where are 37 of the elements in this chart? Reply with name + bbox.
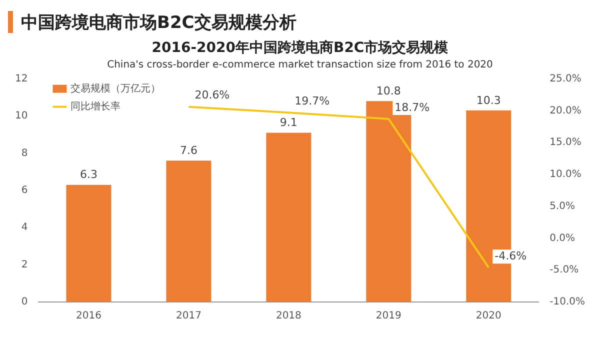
chart-subtitle: China's cross-border e-commerce market transaction size from 2016 to 2020 xyxy=(107,59,493,70)
y2-tick-label: -10.0% xyxy=(550,296,586,308)
data-label: 10.3 xyxy=(476,94,501,107)
bar xyxy=(266,132,312,302)
x-tick-label: 2016 xyxy=(76,310,102,322)
data-label: -4.6% xyxy=(494,249,527,262)
data-label: 20.6% xyxy=(194,88,230,102)
y2-tick-label: 0.0% xyxy=(550,232,576,244)
chart-title: 2016-2020年中国跨境电商B2C市场交易规模 xyxy=(152,39,450,56)
y2-tick-label: 20.0% xyxy=(550,105,582,116)
y-tick-label: 4 xyxy=(21,222,28,234)
bar xyxy=(66,184,112,302)
x-tick-label: 2017 xyxy=(176,310,202,322)
y2-tick-label: -5.0% xyxy=(550,264,579,276)
data-label: 10.8 xyxy=(376,84,401,98)
x-tick-label: 2018 xyxy=(276,310,302,322)
data-label: 6.3 xyxy=(80,168,98,182)
bar xyxy=(166,160,212,302)
y-tick-label: 6 xyxy=(21,184,28,196)
data-label: 7.6 xyxy=(180,144,198,157)
x-tick-label: 2019 xyxy=(376,310,402,322)
y2-tick-label: 25.0% xyxy=(550,73,582,84)
y-tick-label: 2 xyxy=(21,259,28,270)
y-tick-label: 8 xyxy=(21,148,28,159)
y-tick-label: 0 xyxy=(21,296,28,308)
y-tick-label: 12 xyxy=(14,73,28,84)
y2-tick-label: 10.0% xyxy=(550,169,582,180)
y2-tick-label: 5.0% xyxy=(550,200,576,212)
data-label: 9.1 xyxy=(280,116,298,130)
y-tick-label: 10 xyxy=(14,110,28,122)
y2-tick-label: 15.0% xyxy=(550,137,582,148)
legend-label: 同比增长率 xyxy=(70,100,121,112)
data-label: 18.7% xyxy=(394,100,430,114)
text: 中国跨境电商市场B2C交易规模分析 xyxy=(21,12,296,34)
x-tick-label: 2020 xyxy=(476,310,502,322)
data-label: 19.7% xyxy=(294,94,330,108)
legend-label: 交易规模（万亿元） xyxy=(70,82,161,94)
